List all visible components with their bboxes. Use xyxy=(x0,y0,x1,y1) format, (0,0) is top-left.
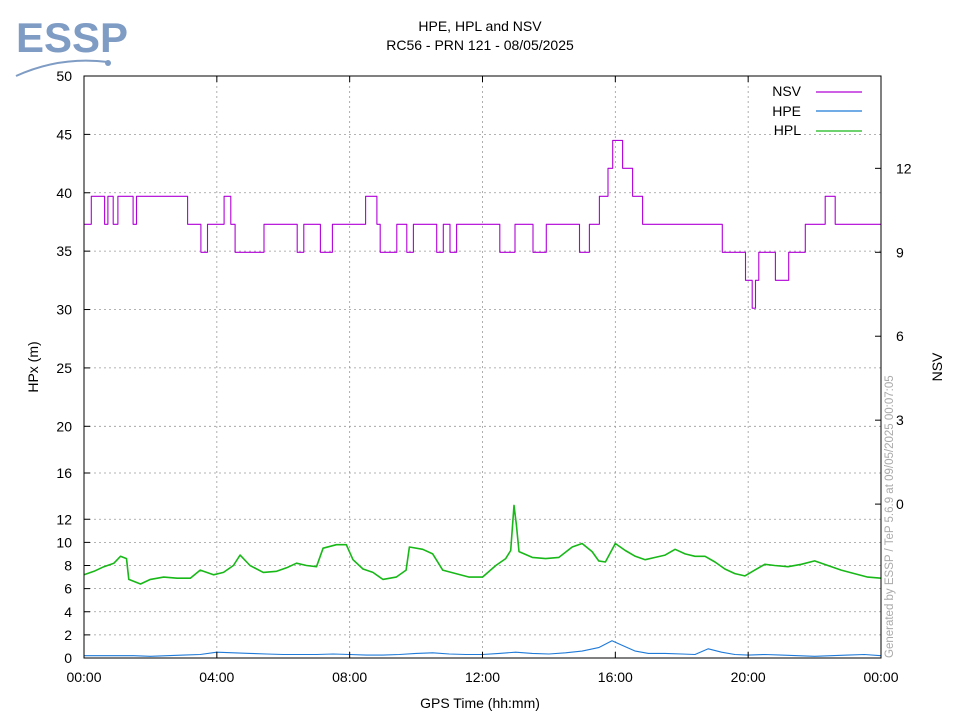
y-tick-label: 35 xyxy=(56,243,72,259)
y-axis-label: HPx (m) xyxy=(25,341,41,392)
series-line-hpl xyxy=(83,504,882,585)
y-tick-label: 12 xyxy=(56,511,72,527)
logo-swoosh xyxy=(15,59,109,77)
y-tick-label: 25 xyxy=(56,360,72,376)
x-tick-label: 04:00 xyxy=(199,669,234,685)
x-tick-label: 08:00 xyxy=(332,669,367,685)
y-tick-label: 50 xyxy=(56,68,72,84)
y-tick-label: 0 xyxy=(64,650,72,666)
y-tick-label: 2 xyxy=(64,627,72,643)
x-tick-label: 16:00 xyxy=(598,669,633,685)
y-tick-label: 10 xyxy=(56,534,72,550)
x-tick-label: 00:00 xyxy=(66,669,101,685)
generated-by-watermark: Generated by ESSP / TeP 5.6.9 at 09/05/2… xyxy=(884,375,896,658)
y-tick-label: 6 xyxy=(64,581,72,597)
x-tick-label: 20:00 xyxy=(731,669,766,685)
legend-label-hpe: HPE xyxy=(772,103,801,119)
y2-tick-label: 0 xyxy=(896,496,904,512)
x-tick-label: 00:00 xyxy=(863,669,898,685)
y2-tick-label: 6 xyxy=(896,328,904,344)
x-axis-label: GPS Time (hh:mm) xyxy=(420,695,540,711)
essp-logo: ESSP xyxy=(15,14,128,77)
y-tick-label: 20 xyxy=(56,418,72,434)
logo-dot xyxy=(105,60,111,66)
ticks: 00:00 04:00 08:00 12:00 16:00 20:00 00:00 0 2 4 6 8… xyxy=(56,68,911,685)
logo-text: ESSP xyxy=(16,14,128,61)
chart-title: HPE, HPL and NSV xyxy=(418,18,542,34)
y2-axis-label: NSV xyxy=(929,352,945,381)
y-tick-label: 40 xyxy=(56,185,72,201)
series-layer xyxy=(83,139,882,657)
chart-subtitle: RC56 - PRN 121 - 08/05/2025 xyxy=(386,37,574,53)
y-tick-label: 16 xyxy=(56,465,72,481)
y2-tick-label: 12 xyxy=(896,160,912,176)
y2-tick-label: 9 xyxy=(896,244,904,260)
series-line-nsv xyxy=(84,139,881,309)
legend-label-nsv: NSV xyxy=(772,83,801,99)
series-line-hpe xyxy=(84,640,882,657)
x-tick-label: 12:00 xyxy=(465,669,500,685)
grid xyxy=(84,76,881,658)
y-tick-label: 4 xyxy=(64,604,72,620)
y-tick-label: 30 xyxy=(56,302,72,318)
y2-tick-label: 3 xyxy=(896,412,904,428)
legend-label-hpl: HPL xyxy=(774,122,801,138)
y-tick-label: 8 xyxy=(64,558,72,574)
legend: NSV HPE HPL xyxy=(772,83,862,138)
y-tick-label: 45 xyxy=(56,126,72,142)
